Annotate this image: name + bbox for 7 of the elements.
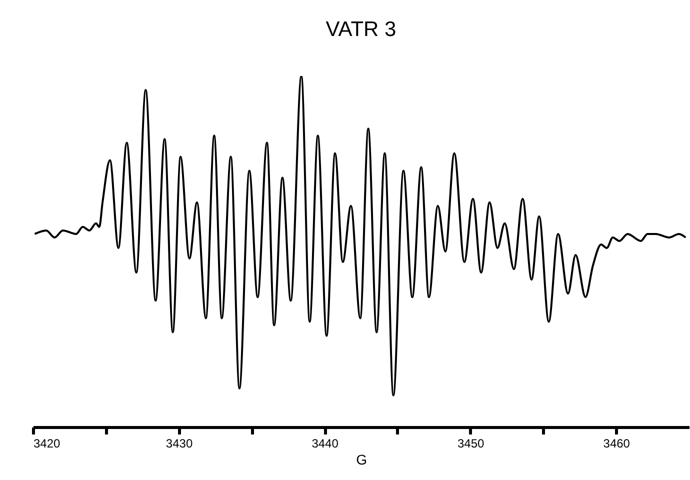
x-tick-label: 3440 <box>312 436 339 450</box>
x-tick-label: 3420 <box>34 436 61 450</box>
x-tick-label: 3450 <box>457 436 485 450</box>
x-axis-title: G <box>356 452 367 468</box>
chart-title: VATR 3 <box>326 18 396 41</box>
x-tick-label: 3460 <box>603 436 630 450</box>
x-tick-label: 3430 <box>166 436 193 450</box>
